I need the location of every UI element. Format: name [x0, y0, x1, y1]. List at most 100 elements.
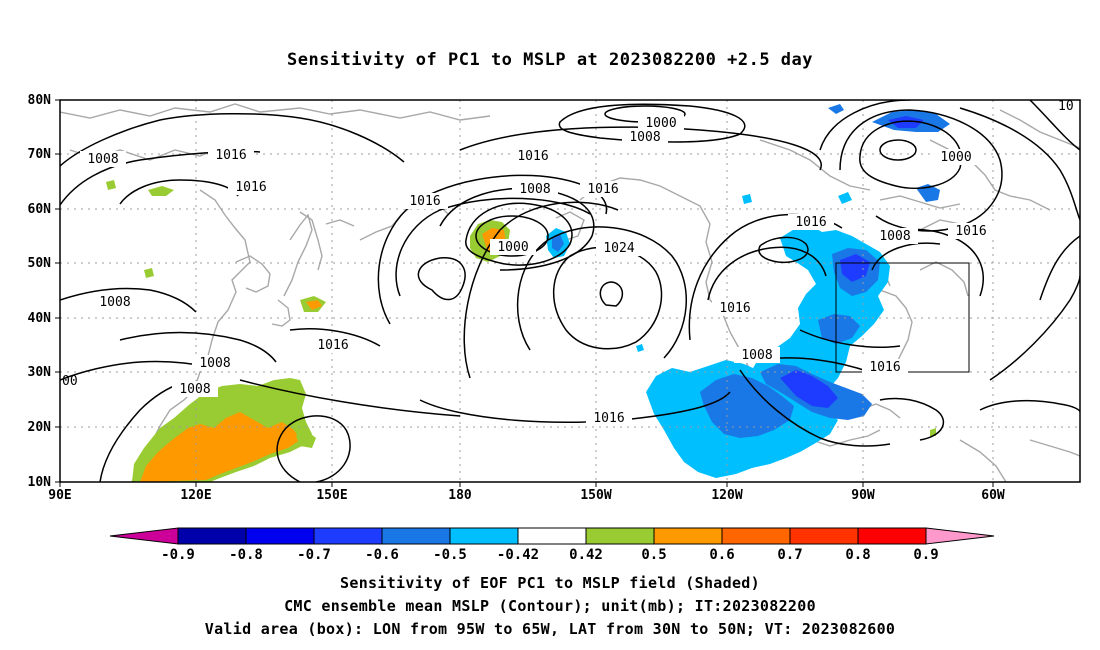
contour-label: 1016 — [955, 224, 986, 239]
contour-label: 1016 — [517, 149, 548, 164]
lon-tick-label: 120E — [180, 488, 211, 503]
contour-label: 1008 — [741, 348, 772, 363]
colorbar-over-triangle — [925, 527, 995, 545]
contour-label-bg — [80, 151, 126, 167]
lat-tick-label: 40N — [28, 311, 52, 326]
contour-label-bg — [192, 355, 238, 371]
contour-label-bg — [788, 214, 834, 230]
contour-label-bg — [172, 381, 218, 397]
contour-label-bg — [208, 147, 254, 163]
map-content: 1000 1008 1000 1008 1016 1016 1016 1008 … — [60, 99, 1080, 482]
lat-tick-label: 60N — [28, 202, 52, 217]
contour-label-bg — [510, 148, 556, 164]
contour-label-bg — [933, 149, 979, 165]
contour-label-bg — [228, 179, 274, 195]
colorbar-label: 0.7 — [777, 547, 802, 563]
colorbar-segment — [653, 527, 723, 545]
lat-tick-label: 20N — [28, 420, 52, 435]
colorbar-segment — [245, 527, 315, 545]
caption-shaded: Sensitivity of EOF PC1 to MSLP field (Sh… — [340, 574, 760, 592]
colorbar-segment — [517, 527, 587, 545]
colorbar-label: -0.7 — [297, 547, 331, 563]
colorbar-label: -0.5 — [433, 547, 467, 563]
contour-label: 1016 — [593, 411, 624, 426]
colorbar-label: 0.6 — [709, 547, 734, 563]
contour-label-bg — [402, 193, 448, 209]
contour-label-bg — [596, 240, 642, 256]
contour-label: 10 — [1058, 99, 1074, 114]
colorbar-label: -0.42 — [497, 547, 539, 563]
contour-label: 1008 — [519, 182, 550, 197]
lat-tick-label: 10N — [28, 475, 52, 490]
shaded-sensitivity — [106, 104, 950, 482]
colorbar-segment — [381, 527, 451, 545]
contour-label: 1016 — [215, 148, 246, 163]
caption-contour: CMC ensemble mean MSLP (Contour); unit(m… — [284, 597, 816, 615]
lat-tick-label: 30N — [28, 365, 52, 380]
contour-label-bg — [638, 115, 684, 131]
colorbar-label: 0.8 — [845, 547, 870, 563]
caption-valid-area: Valid area (box): LON from 95W to 65W, L… — [204, 620, 896, 638]
lon-tick-label: 150E — [316, 488, 347, 503]
plot-title: Sensitivity of PC1 to MSLP at 2023082200… — [286, 50, 813, 70]
contour-label: 1008 — [87, 152, 118, 167]
lon-tick-label: 180 — [448, 488, 472, 503]
colorbar-segment — [449, 527, 519, 545]
lon-tick-label: 90E — [48, 488, 71, 503]
contour-label-bg — [712, 300, 758, 316]
map-frame — [59, 99, 1081, 483]
contour-label: 1016 — [869, 360, 900, 375]
mslp-contours — [60, 100, 1080, 482]
lat-tick-label: 70N — [28, 147, 52, 162]
lon-tick-label: 60W — [981, 488, 1005, 503]
contour-label-bg — [872, 228, 918, 244]
contour-label: 1008 — [199, 356, 230, 371]
contour-label-bg — [310, 337, 356, 353]
contour-label-bg — [490, 239, 536, 255]
colorbar: -0.9 -0.8 -0.7 -0.6 -0.5 -0.42 0.42 0.5 0.6 0.7 0.… — [109, 527, 995, 563]
contour-label: 1008 — [179, 382, 210, 397]
contour-label: 1016 — [587, 182, 618, 197]
lon-tick-label: 90W — [851, 488, 875, 503]
colorbar-segment — [585, 527, 655, 545]
lon-tick-label: 150W — [580, 488, 611, 503]
contour-label-bg — [580, 181, 626, 197]
latitude-axis: 80N 70N 60N 50N 40N 30N 20N 10N — [28, 93, 60, 490]
colorbar-segment — [789, 527, 859, 545]
contour-label: 1016 — [409, 194, 440, 209]
colorbar-label: 0.42 — [569, 547, 603, 563]
contour-label: 1016 — [317, 338, 348, 353]
contour-label: 1016 — [719, 301, 750, 316]
lon-tick-label: 120W — [711, 488, 742, 503]
contour-label-bg — [512, 181, 558, 197]
contour-label: 1008 — [99, 295, 130, 310]
colorbar-label: -0.8 — [229, 547, 263, 563]
colorbar-label: 0.5 — [641, 547, 666, 563]
colorbar-under-triangle — [109, 527, 179, 545]
contour-label: 1016 — [795, 215, 826, 230]
colorbar-segment — [721, 527, 791, 545]
contour-label-bg — [622, 129, 668, 145]
contour-label: 1008 — [629, 130, 660, 145]
colorbar-segment — [313, 527, 383, 545]
contour-label: 1008 — [879, 229, 910, 244]
contour-label: 1000 — [940, 150, 971, 165]
colorbar-label: 0.9 — [913, 547, 938, 563]
contour-label: 00 — [62, 374, 78, 389]
contour-label: 1000 — [645, 116, 676, 131]
contour-label-bg — [862, 359, 908, 375]
contour-label: 1024 — [603, 241, 634, 256]
contour-label: 1000 — [497, 240, 528, 255]
contour-label-bg — [734, 347, 780, 363]
lat-tick-label: 80N — [28, 93, 52, 108]
contour-label-bg — [586, 410, 632, 426]
colorbar-segment — [857, 527, 927, 545]
contour-label: 1016 — [235, 180, 266, 195]
colorbar-label: -0.6 — [365, 547, 399, 563]
contour-label-bg — [92, 294, 138, 310]
lat-tick-label: 50N — [28, 256, 52, 271]
colorbar-label: -0.9 — [161, 547, 195, 563]
longitude-axis: 90E 120E 150E 180 150W 120W 90W 60W — [48, 482, 1005, 503]
contour-label-bg — [948, 223, 994, 239]
